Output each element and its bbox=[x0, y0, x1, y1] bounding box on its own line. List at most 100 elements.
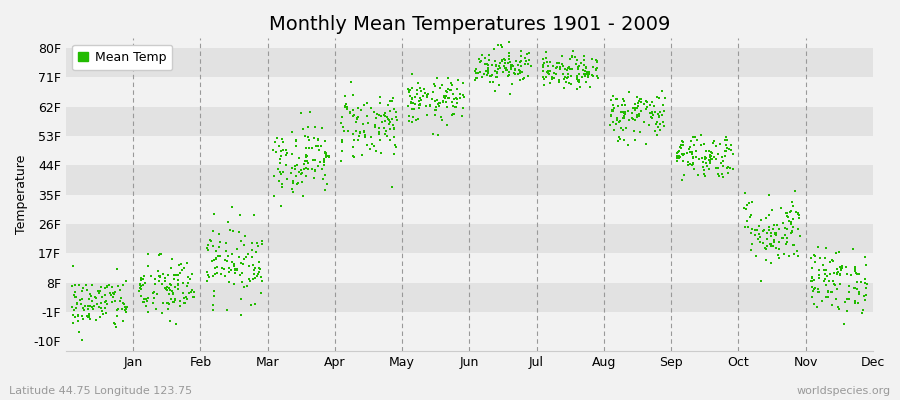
Point bbox=[295, 170, 310, 176]
Point bbox=[70, 300, 85, 306]
Point bbox=[171, 282, 185, 289]
Point bbox=[105, 294, 120, 300]
Point bbox=[148, 276, 162, 282]
Point bbox=[139, 302, 153, 309]
Point bbox=[748, 232, 762, 238]
Point bbox=[361, 120, 375, 126]
Point bbox=[784, 199, 798, 206]
Point bbox=[71, 311, 86, 318]
Point bbox=[112, 286, 127, 293]
Point bbox=[436, 99, 450, 106]
Point bbox=[302, 166, 316, 172]
Point bbox=[209, 255, 223, 262]
Point bbox=[585, 73, 599, 79]
Point bbox=[147, 295, 161, 302]
Point bbox=[119, 308, 133, 315]
Point bbox=[249, 240, 264, 246]
Point bbox=[440, 89, 454, 95]
Point bbox=[639, 98, 653, 105]
Point bbox=[158, 284, 173, 291]
Point bbox=[774, 204, 788, 211]
Point bbox=[714, 160, 728, 166]
Point bbox=[513, 77, 527, 83]
Point bbox=[781, 213, 796, 220]
Point bbox=[576, 70, 590, 77]
Point bbox=[700, 162, 715, 169]
Point bbox=[616, 127, 630, 133]
Point bbox=[339, 100, 354, 107]
Point bbox=[373, 124, 387, 131]
Point bbox=[442, 94, 456, 101]
Point bbox=[266, 173, 281, 179]
Point bbox=[85, 282, 99, 288]
Point bbox=[643, 110, 657, 116]
Point bbox=[768, 230, 782, 237]
Point bbox=[388, 142, 402, 148]
Point bbox=[245, 239, 259, 246]
Point bbox=[634, 99, 648, 105]
Point bbox=[368, 124, 382, 130]
Point bbox=[613, 118, 627, 125]
Point bbox=[765, 226, 779, 232]
Point bbox=[563, 81, 578, 87]
Point bbox=[165, 288, 179, 294]
Point bbox=[575, 74, 590, 80]
Point bbox=[162, 285, 176, 291]
Point bbox=[831, 303, 845, 310]
Point bbox=[133, 286, 148, 292]
Point bbox=[366, 142, 381, 149]
Point bbox=[833, 272, 848, 278]
Point bbox=[752, 236, 766, 242]
Point bbox=[237, 284, 251, 290]
Point bbox=[132, 288, 147, 294]
Point bbox=[702, 166, 716, 172]
Point bbox=[859, 254, 873, 260]
Point bbox=[656, 108, 670, 114]
Point bbox=[683, 161, 698, 167]
Point bbox=[611, 103, 625, 110]
Point bbox=[149, 291, 164, 298]
Point bbox=[162, 281, 176, 287]
Point bbox=[772, 246, 787, 253]
Point bbox=[826, 278, 841, 284]
Point bbox=[652, 109, 667, 115]
Point bbox=[765, 243, 779, 249]
Point bbox=[848, 300, 862, 306]
Point bbox=[206, 272, 220, 279]
Point bbox=[378, 130, 392, 137]
Point bbox=[705, 150, 719, 156]
Point bbox=[248, 265, 262, 272]
Point bbox=[110, 306, 124, 313]
Point bbox=[656, 119, 670, 125]
Point bbox=[779, 210, 794, 217]
Point bbox=[764, 260, 778, 267]
Point bbox=[73, 296, 87, 303]
Point bbox=[720, 165, 734, 171]
Point bbox=[698, 155, 712, 161]
Point bbox=[688, 134, 702, 140]
Point bbox=[860, 292, 874, 298]
Point bbox=[517, 75, 531, 82]
Point bbox=[118, 304, 132, 311]
Point bbox=[850, 271, 864, 277]
Point bbox=[98, 305, 112, 311]
Point bbox=[356, 129, 371, 135]
Point bbox=[628, 117, 643, 123]
Point bbox=[313, 159, 328, 165]
Point bbox=[706, 140, 721, 146]
Bar bbox=[66, 166, 873, 195]
Point bbox=[67, 307, 81, 313]
Point bbox=[273, 160, 287, 166]
Point bbox=[585, 56, 599, 62]
Point bbox=[373, 112, 387, 118]
Point bbox=[207, 257, 221, 263]
Point bbox=[75, 288, 89, 294]
Point bbox=[590, 65, 604, 71]
Point bbox=[381, 102, 395, 108]
Point bbox=[632, 111, 646, 118]
Point bbox=[406, 113, 420, 120]
Point bbox=[718, 134, 733, 140]
Point bbox=[613, 136, 627, 142]
Point bbox=[76, 313, 90, 320]
Point bbox=[81, 296, 95, 302]
